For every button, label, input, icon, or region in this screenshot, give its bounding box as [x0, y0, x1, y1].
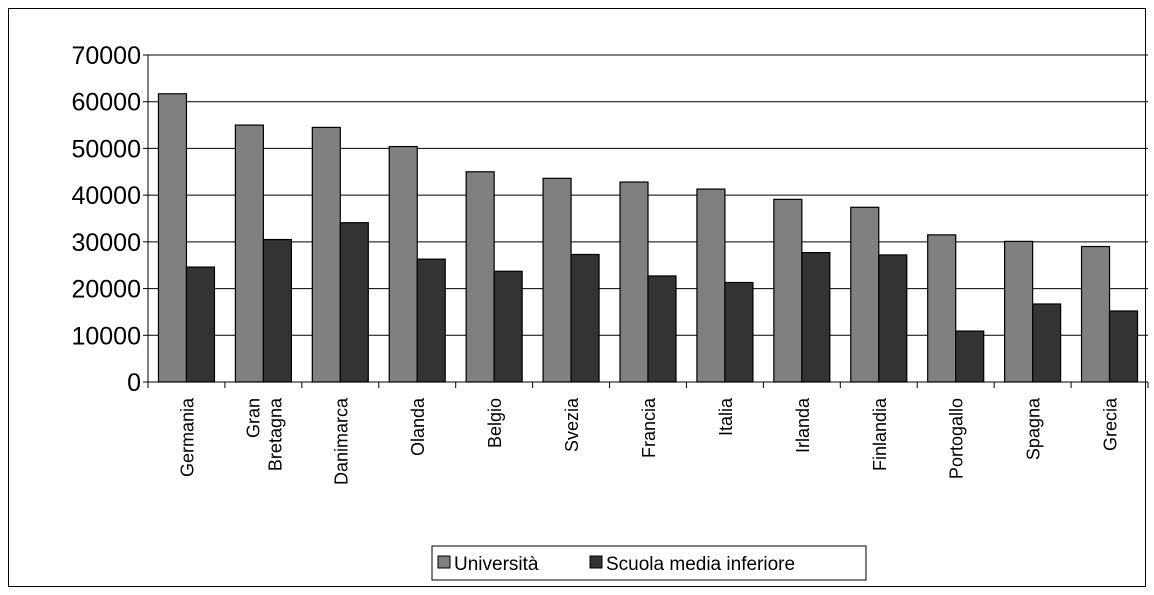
- bar-universita: [927, 234, 957, 383]
- x-tick-label-line: Danimarca: [331, 397, 351, 485]
- bar-scuola-media: [647, 275, 677, 383]
- bar-scuola-media: [878, 254, 908, 383]
- bar-universita: [465, 171, 495, 383]
- x-tick-label-line: Spagna: [1024, 397, 1044, 460]
- legend-swatch: [589, 555, 603, 569]
- bar-universita: [1004, 240, 1034, 383]
- legend-box: [431, 545, 867, 581]
- y-tick-label: 10000: [71, 322, 141, 350]
- x-tick-label: Finlandia: [870, 397, 890, 471]
- legend-label: Università: [454, 554, 539, 575]
- y-tick-label: 50000: [71, 135, 141, 163]
- bar-scuola-media: [416, 258, 446, 383]
- bar-scuola-media: [570, 253, 600, 383]
- x-tick-label-line: Bretagna: [265, 397, 285, 471]
- bar-scuola-media: [1032, 303, 1062, 383]
- bar-scuola-media: [724, 281, 754, 383]
- x-tick-label: Gran Bretagna: [243, 397, 285, 471]
- x-tick-label: Grecia: [1101, 397, 1121, 451]
- bar-universita: [696, 188, 726, 383]
- x-tick-label-line: Olanda: [408, 397, 428, 456]
- bar-universita: [773, 198, 803, 383]
- bar-scuola-media: [955, 330, 985, 383]
- bar-universita: [157, 93, 188, 383]
- x-tick-label-line: Svezia: [562, 397, 582, 452]
- y-tick-label: 70000: [71, 42, 141, 70]
- x-tick-label-line: Gran: [243, 398, 263, 438]
- y-tick-label: 0: [127, 369, 141, 397]
- x-tick-label-line: Portogallo: [947, 398, 967, 479]
- bar-universita: [619, 181, 649, 383]
- bar-universita: [311, 126, 341, 383]
- legend-label: Scuola media inferiore: [606, 554, 795, 575]
- x-tick-label-line: Francia: [639, 397, 659, 458]
- x-tick-label: Belgio: [485, 398, 505, 448]
- y-tick-label: 30000: [71, 229, 141, 257]
- x-tick-label: Olanda: [408, 397, 428, 456]
- x-tick-label-line: Irlanda: [793, 397, 813, 453]
- x-tick-label: Spagna: [1024, 397, 1044, 460]
- x-tick-label: Danimarca: [331, 397, 351, 485]
- x-tick-label-line: Germania: [177, 397, 197, 477]
- bar-scuola-media: [801, 252, 831, 383]
- y-tick-label: 60000: [71, 89, 141, 117]
- x-tick-label: Francia: [639, 397, 659, 458]
- x-tick-label: Portogallo: [947, 398, 967, 479]
- bar-scuola-media: [493, 270, 523, 383]
- bar-scuola-media: [1108, 310, 1139, 383]
- x-tick-label: Irlanda: [793, 397, 813, 453]
- x-tick-label: Germania: [177, 397, 197, 477]
- x-tick-label-line: Italia: [716, 397, 736, 436]
- x-tick-label-line: Finlandia: [870, 397, 890, 471]
- bar-universita: [542, 177, 572, 383]
- x-tick-label-line: Belgio: [485, 398, 505, 448]
- bar-universita: [1080, 245, 1111, 383]
- x-tick-label-line: Grecia: [1101, 397, 1121, 451]
- bar-scuola-media: [262, 238, 292, 383]
- bar-universita: [850, 206, 880, 383]
- bar-universita: [388, 145, 418, 383]
- x-tick-label: Svezia: [562, 397, 582, 452]
- bar-universita: [234, 124, 264, 383]
- x-tick-label: Italia: [716, 397, 736, 436]
- y-tick-label: 20000: [71, 276, 141, 304]
- legend-swatch: [437, 555, 451, 569]
- bar-scuola-media: [185, 266, 216, 383]
- y-tick-label: 40000: [71, 182, 141, 210]
- bar-scuola-media: [339, 222, 369, 383]
